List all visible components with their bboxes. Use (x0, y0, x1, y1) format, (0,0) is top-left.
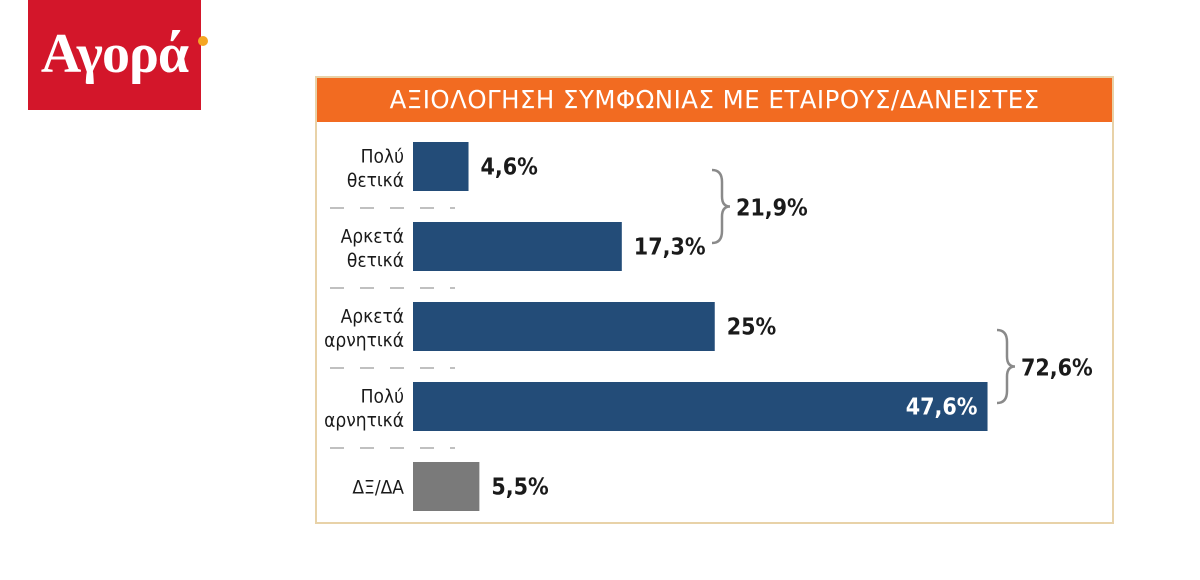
bar-4 (413, 462, 480, 511)
value-label-2: 25% (727, 315, 777, 341)
brand-logo: Αγορά (28, 0, 208, 110)
bar-0 (413, 142, 469, 191)
category-label-4: ΔΞ/ΔΑ (352, 477, 404, 499)
logo-dot (198, 36, 208, 46)
group-label-1: 72,6% (1021, 356, 1093, 382)
value-label-0: 4,6% (481, 155, 539, 181)
bar-2 (413, 302, 715, 351)
category-label-3: Πολύ αρνητικά (324, 386, 404, 432)
group-bracket-1 (996, 328, 1016, 405)
category-label-0: Πολύ θετικά (347, 146, 404, 192)
logo-text: Αγορά (40, 23, 189, 85)
group-bracket-0 (711, 168, 731, 245)
bar-1 (413, 222, 622, 271)
bar-3 (413, 382, 988, 431)
value-label-3: 47,6% (906, 395, 978, 421)
category-label-2: Αρκετά αρνητικά (324, 306, 404, 352)
category-label-1: Αρκετά θετικά (341, 226, 404, 272)
chart-title: ΑΞΙΟΛΟΓΗΣΗ ΣΥΜΦΩΝΙΑΣ ΜΕ ΕΤΑΙΡΟΥΣ/ΔΑΝΕΙΣΤ… (317, 78, 1112, 122)
value-label-1: 17,3% (634, 235, 706, 261)
value-label-4: 5,5% (491, 475, 549, 501)
group-label-0: 21,9% (736, 196, 808, 222)
